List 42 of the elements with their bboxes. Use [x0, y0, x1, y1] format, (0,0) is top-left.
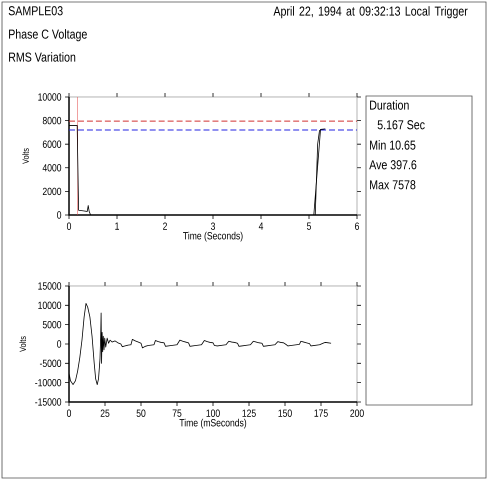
- y-tick-label: 10000: [38, 302, 62, 310]
- x-tick-label: 4: [258, 222, 264, 230]
- x-tick-label: 0: [66, 410, 72, 417]
- y-tick-label: -15000: [35, 398, 62, 406]
- x-tick-label: 75: [172, 410, 182, 417]
- y-tick-label: 0: [57, 340, 62, 348]
- x-tick-label: 5: [306, 222, 312, 230]
- y-tick-label: 2000: [42, 188, 62, 196]
- x-tick-label: 0: [66, 222, 72, 230]
- y-axis-title: Volts: [19, 336, 26, 352]
- text: 5.167 Sec: [378, 120, 425, 130]
- y-axis-title: Volts: [22, 148, 29, 164]
- y-tick-label: 8000: [42, 116, 62, 124]
- text: Min 10.65: [370, 140, 416, 150]
- x-tick-label: 175: [314, 410, 328, 417]
- y-tick-label: 6000: [42, 140, 62, 148]
- x-tick-label: 25: [100, 410, 110, 417]
- x-tick-label: 3: [210, 222, 216, 230]
- text: Duration: [370, 100, 409, 110]
- y-tick-label: -5000: [40, 360, 62, 368]
- y-tick-label: 10000: [38, 93, 62, 101]
- y-tick-label: 4000: [42, 164, 62, 172]
- y-tick-label: 0: [57, 211, 62, 219]
- x-tick-label: 1: [115, 222, 119, 230]
- x-tick-label: 6: [355, 222, 360, 230]
- x-tick-label: 2: [163, 222, 167, 230]
- y-tick-label: -10000: [35, 378, 62, 386]
- x-tick-label: 200: [350, 410, 364, 417]
- x-axis-title: Time (mSeconds): [180, 418, 246, 429]
- x-tick-label: 150: [278, 410, 292, 417]
- text: April 22, 1994 at 09:32:13 Local Trigger: [273, 6, 468, 18]
- text: Ave 397.6: [369, 160, 416, 170]
- chart-title: SAMPLE03: [8, 6, 63, 16]
- x-tick-label: 100: [206, 410, 220, 417]
- x-tick-label: 125: [242, 410, 256, 417]
- text: Max 7578: [370, 180, 416, 190]
- y-tick-label: 15000: [38, 282, 62, 290]
- x-axis-title: Time (Seconds): [183, 232, 243, 242]
- y-tick-label: 5000: [42, 320, 62, 328]
- chart-subtitle: Phase C Voltage: [9, 29, 87, 42]
- x-tick-label: 50: [136, 410, 146, 417]
- text: RMS Variation: [9, 52, 76, 62]
